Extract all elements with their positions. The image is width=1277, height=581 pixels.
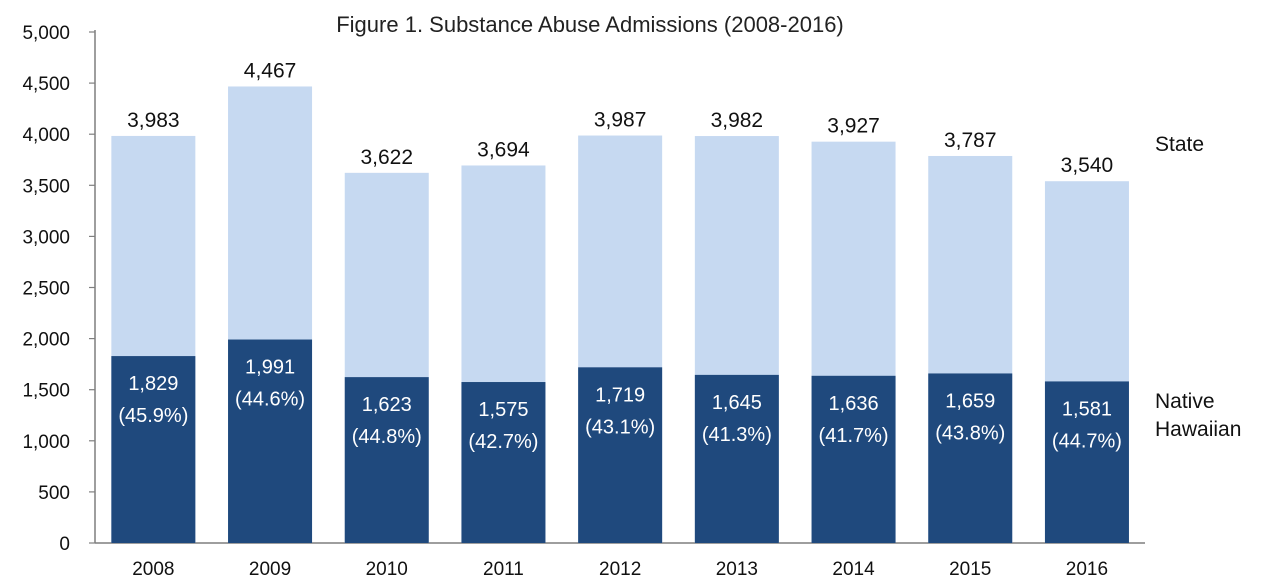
- y-tick-label: 4,500: [22, 74, 70, 95]
- data-label-total: 3,983: [127, 109, 180, 132]
- data-label-native-hawaiian-percent: (45.9%): [118, 405, 188, 427]
- x-tick-label: 2013: [716, 559, 758, 580]
- bars-group: [111, 86, 1129, 544]
- data-label-native-hawaiian-count: 1,659: [945, 390, 995, 412]
- x-tick-label: 2015: [949, 559, 991, 580]
- bar-native-hawaiian: [811, 375, 896, 543]
- series-label-state: State: [1155, 133, 1204, 156]
- data-label-native-hawaiian-percent: (44.8%): [352, 426, 422, 448]
- y-tick-label: 3,500: [22, 176, 70, 197]
- bar-native-hawaiian: [1044, 381, 1129, 543]
- data-label-native-hawaiian-count: 1,991: [245, 357, 295, 379]
- data-label-native-hawaiian-percent: (41.7%): [819, 425, 889, 447]
- y-tick-label: 4,000: [22, 125, 70, 146]
- data-label-native-hawaiian-count: 1,829: [128, 373, 178, 395]
- data-label-total: 3,540: [1061, 154, 1114, 177]
- chart-title: Figure 1. Substance Abuse Admissions (20…: [336, 12, 844, 37]
- x-axis-ticks: 2008 2009 2010 2011 2012 2013 2014 2015 2016: [132, 559, 1108, 580]
- bar-native-hawaiian: [228, 339, 313, 543]
- data-label-total: 3,982: [711, 109, 764, 132]
- y-axis-ticks: 0 500 1,000 1,500 2,000 2,500 3,000 3,500 4,000 4…: [22, 23, 95, 555]
- x-tick-label: 2011: [483, 559, 524, 580]
- data-label-native-hawaiian-percent: (42.7%): [468, 431, 538, 453]
- y-tick-label: 5,000: [22, 23, 70, 44]
- y-tick-label: 0: [59, 534, 70, 555]
- data-label-native-hawaiian-count: 1,645: [712, 392, 762, 414]
- data-label-native-hawaiian-count: 1,581: [1062, 398, 1112, 420]
- x-tick-label: 2008: [132, 559, 174, 580]
- bar-labels-group: 3,983 1,829 (45.9%) 4,467 1,991 (44.6%) 3,622 1…: [118, 59, 1122, 453]
- y-tick-label: 2,500: [22, 279, 70, 300]
- x-tick-label: 2016: [1066, 559, 1108, 580]
- data-label-native-hawaiian-percent: (44.7%): [1052, 430, 1122, 452]
- data-label-native-hawaiian-count: 1,575: [478, 399, 528, 421]
- series-label-native-hawaiian-line2: Hawaiian: [1155, 418, 1241, 441]
- data-label-total: 3,987: [594, 109, 647, 132]
- y-tick-label: 1,000: [22, 432, 70, 453]
- bar-native-hawaiian: [344, 377, 429, 543]
- data-label-native-hawaiian-count: 1,636: [829, 393, 879, 415]
- x-tick-label: 2012: [599, 559, 641, 580]
- y-tick-label: 3,000: [22, 227, 70, 248]
- data-label-native-hawaiian-percent: (44.6%): [235, 389, 305, 411]
- data-label-native-hawaiian-percent: (43.1%): [585, 416, 655, 438]
- bar-native-hawaiian: [461, 382, 546, 543]
- x-tick-label: 2010: [366, 559, 408, 580]
- data-label-native-hawaiian-count: 1,623: [362, 394, 412, 416]
- data-label-native-hawaiian-count: 1,719: [595, 384, 645, 406]
- y-tick-label: 1,500: [22, 381, 70, 402]
- data-label-total: 3,787: [944, 129, 997, 152]
- data-label-total: 3,622: [360, 146, 413, 169]
- x-tick-label: 2009: [249, 559, 291, 580]
- series-label-native-hawaiian-line1: Native: [1155, 390, 1215, 413]
- y-tick-label: 2,000: [22, 330, 70, 351]
- data-label-total: 3,694: [477, 138, 530, 161]
- bar-native-hawaiian: [928, 373, 1013, 543]
- data-label-native-hawaiian-percent: (43.8%): [935, 422, 1005, 444]
- bar-native-hawaiian: [111, 356, 196, 543]
- y-tick-label: 500: [38, 483, 70, 504]
- x-tick-label: 2014: [832, 559, 875, 580]
- data-label-native-hawaiian-percent: (41.3%): [702, 424, 772, 446]
- data-label-total: 4,467: [244, 59, 297, 82]
- data-label-total: 3,927: [827, 115, 880, 138]
- bar-native-hawaiian: [694, 374, 779, 543]
- bar-native-hawaiian: [578, 367, 663, 543]
